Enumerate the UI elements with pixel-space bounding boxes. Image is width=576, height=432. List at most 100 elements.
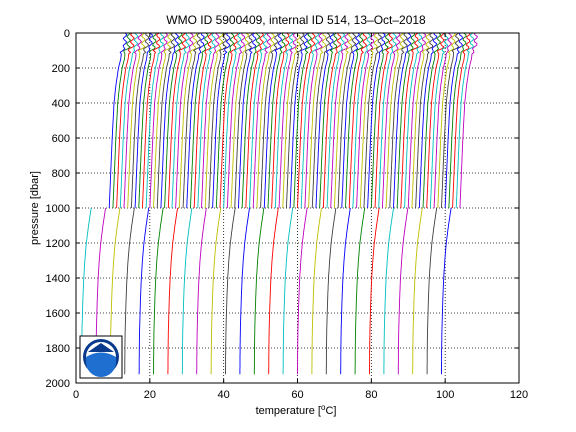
- x-tick-label: 20: [144, 389, 156, 401]
- profile-line-shallow: [130, 32, 150, 208]
- profile-line-shallow: [393, 32, 412, 209]
- profile-line-shallow: [282, 32, 301, 209]
- profile-line-deep: [325, 207, 337, 375]
- profile-line-deep: [340, 207, 351, 375]
- profile-line-shallow: [333, 32, 353, 209]
- profile-line-deep: [239, 207, 250, 375]
- profile-line-deep: [397, 207, 409, 375]
- profile-line-deep: [181, 207, 193, 375]
- profile-line-shallow: [149, 32, 169, 209]
- y-tick-label: 1600: [46, 308, 70, 320]
- y-tick-label: 1200: [46, 238, 70, 250]
- profile-line-shallow: [429, 32, 449, 209]
- y-tick-label: 2000: [46, 378, 70, 390]
- profile-line-deep: [196, 207, 207, 375]
- profile-line-shallow: [330, 32, 349, 209]
- profile-line-shallow: [197, 32, 216, 209]
- x-axis-ticks: 0 20 40 60 80 100 120: [73, 33, 528, 401]
- profile-line-shallow: [215, 32, 235, 209]
- profile-line-deep: [167, 207, 178, 375]
- profile-line-shallow: [422, 32, 442, 209]
- profile-line-shallow: [418, 32, 438, 209]
- profile-line-shallow: [123, 32, 143, 209]
- profile-line-shallow: [230, 32, 250, 209]
- y-axis-ticks: 0 200 400 600 800 1000 1200 1400 1600 1800 2000: [46, 28, 519, 390]
- profile-line-deep: [426, 207, 438, 375]
- y-tick-label: 200: [52, 63, 70, 75]
- profile-line-shallow: [134, 32, 153, 208]
- y-axis-label: pressure [dbar]: [29, 171, 41, 245]
- profile-line-shallow: [245, 32, 265, 209]
- profile-line-shallow: [396, 32, 416, 208]
- profile-line-shallow: [415, 32, 434, 209]
- profile-line-shallow: [212, 32, 231, 209]
- profile-line-shallow: [175, 32, 194, 208]
- profile-line-shallow: [167, 32, 187, 209]
- profile-line-shallow: [378, 32, 397, 209]
- profile-line-shallow: [345, 32, 364, 209]
- profile-line-deep: [268, 207, 279, 375]
- profile-line-shallow: [234, 32, 253, 209]
- profile-line-deep: [311, 207, 322, 375]
- profile-line-deep: [369, 207, 380, 375]
- x-axis-label: temperature [oC]: [256, 403, 337, 417]
- y-tick-label: 1800: [46, 343, 70, 355]
- profile-line-shallow: [304, 32, 323, 209]
- profile-line-shallow: [237, 32, 257, 209]
- profile-line-shallow: [293, 32, 313, 209]
- logo-bird: [88, 343, 114, 352]
- profile-line-deep: [124, 207, 135, 375]
- profile-line-shallow: [138, 32, 157, 208]
- profile-line-shallow: [315, 32, 334, 208]
- profile-line-shallow: [178, 32, 198, 208]
- y-tick-label: 400: [52, 98, 70, 110]
- profile-line-shallow: [204, 32, 224, 209]
- x-tick-label: 60: [291, 389, 303, 401]
- profile-line-shallow: [171, 32, 191, 209]
- profile-line-shallow: [186, 32, 205, 208]
- profile-line-shallow: [337, 32, 357, 209]
- profile-line-shallow: [249, 32, 268, 209]
- profile-line-shallow: [441, 32, 460, 208]
- profile-series: [81, 32, 478, 375]
- profile-line-shallow: [189, 32, 209, 209]
- profile-line-shallow: [374, 32, 394, 209]
- profile-line-shallow: [153, 32, 172, 209]
- profile-line-shallow: [256, 32, 275, 209]
- x-tick-label: 40: [218, 389, 230, 401]
- profile-line-shallow: [156, 32, 176, 209]
- profile-line-shallow: [370, 32, 390, 209]
- profile-line-shallow: [108, 32, 128, 209]
- logo-wave: [86, 352, 116, 377]
- x-tick-label: 120: [510, 389, 528, 401]
- profile-line-shallow: [448, 32, 467, 208]
- profile-line-deep: [210, 207, 222, 375]
- profile-line-deep: [383, 207, 394, 375]
- x-tick-label: 0: [73, 389, 79, 401]
- y-tick-label: 800: [52, 168, 70, 180]
- profile-line-shallow: [219, 32, 238, 208]
- profile-line-shallow: [297, 32, 316, 209]
- profile-line-shallow: [411, 32, 430, 209]
- profile-line-shallow: [274, 32, 294, 208]
- noaa-logo: [79, 335, 123, 379]
- profile-line-shallow: [359, 32, 379, 208]
- x-tick-label: 80: [365, 389, 377, 401]
- profile-line-deep: [138, 207, 150, 375]
- profile-line-shallow: [263, 32, 283, 208]
- y-tick-label: 1400: [46, 273, 70, 285]
- profile-line-shallow: [352, 32, 371, 208]
- profile-line-shallow: [145, 32, 165, 209]
- profile-line-shallow: [311, 32, 331, 208]
- y-tick-label: 600: [52, 133, 70, 145]
- profile-line-deep: [297, 207, 308, 375]
- profile-line-shallow: [160, 32, 180, 209]
- profile-line-shallow: [459, 32, 478, 209]
- profile-line-shallow: [267, 33, 286, 208]
- profile-line-shallow: [127, 32, 146, 209]
- profile-line-deep: [225, 207, 236, 375]
- profile-line-deep: [441, 207, 452, 375]
- profile-line-shallow: [404, 32, 423, 208]
- profile-line-shallow: [285, 32, 305, 209]
- profile-line-shallow: [193, 32, 213, 209]
